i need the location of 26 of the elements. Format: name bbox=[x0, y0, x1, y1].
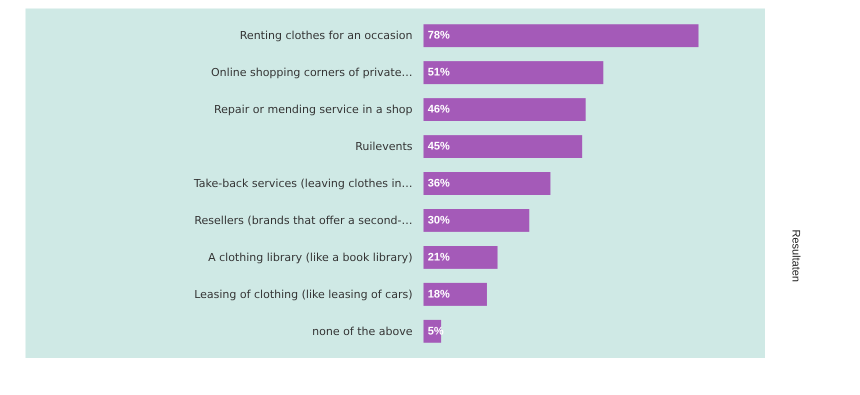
data-label: 18% bbox=[428, 288, 450, 300]
data-label: 78% bbox=[428, 30, 450, 42]
data-label: 51% bbox=[428, 66, 450, 79]
y-tick-label: Resellers (brands that offer a second-… bbox=[194, 214, 413, 227]
y-tick-label: A clothing library (like a book library) bbox=[208, 250, 413, 264]
y-tick-label: none of the above bbox=[312, 324, 413, 338]
y-tick-label: Renting clothes for an occasion bbox=[240, 29, 413, 42]
y-tick-label: Leasing of clothing (like leasing of cars) bbox=[194, 288, 413, 301]
bar bbox=[424, 282, 487, 306]
data-label: 45% bbox=[428, 140, 450, 153]
text: Resultaten bbox=[790, 229, 802, 282]
bar bbox=[424, 135, 582, 158]
data-label: 36% bbox=[428, 178, 450, 190]
bar bbox=[424, 172, 550, 195]
bar bbox=[424, 98, 586, 122]
y-tick-label: Take-back services (leaving clothes in… bbox=[192, 177, 413, 190]
y-tick-label: Repair or mending service in a shop bbox=[214, 103, 413, 116]
y-tick-label: Ruilevents bbox=[355, 140, 413, 154]
bar bbox=[424, 61, 604, 84]
bar bbox=[424, 246, 498, 269]
data-label: 30% bbox=[428, 214, 450, 226]
y-tick-label: Online shopping corners of private… bbox=[211, 66, 413, 80]
data-label: 21% bbox=[428, 251, 450, 264]
bar bbox=[424, 24, 699, 48]
bar bbox=[424, 209, 530, 232]
data-label: 46% bbox=[428, 104, 450, 116]
